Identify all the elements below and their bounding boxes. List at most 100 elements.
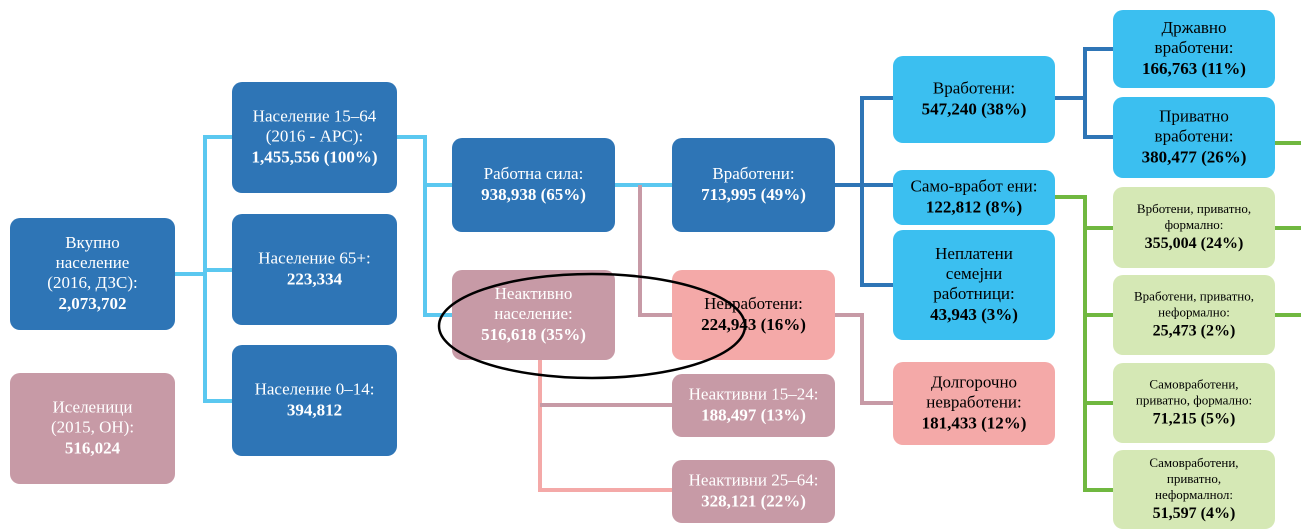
node-label: вработени: <box>1155 126 1234 145</box>
node-box <box>10 373 175 484</box>
connector <box>397 135 452 187</box>
node: Врботени, приватно,формално: 355,004 (24%… <box>1113 187 1275 268</box>
node-label: приватно, формално: <box>1136 392 1252 407</box>
node-label: Население 65+: <box>258 248 370 267</box>
node-value: 547,240 (38%) <box>922 99 1027 118</box>
node-label: Вкупно <box>65 233 120 252</box>
node-box <box>1113 450 1275 529</box>
node-label: Вработени: <box>933 78 1015 97</box>
node-value: 1,455,556 (100%) <box>251 147 377 166</box>
node-value: 328,121 (22%) <box>701 491 806 510</box>
node-value: 223,334 <box>287 269 343 288</box>
node-value: 43,943 (3%) <box>930 305 1018 324</box>
node-label: приватно, <box>1167 471 1221 486</box>
node-box <box>672 374 835 437</box>
node-box <box>893 362 1055 445</box>
node-value: 181,433 (12%) <box>922 413 1027 432</box>
node-box <box>893 170 1055 225</box>
node-label: Државно <box>1161 18 1226 37</box>
node: Невработени: 224,943 (16%) <box>672 270 835 360</box>
node-value: 380,477 (26%) <box>1142 147 1247 166</box>
node-label: Невработени: <box>704 294 803 313</box>
node-box <box>893 56 1055 143</box>
connector <box>860 96 893 287</box>
node-label: (2016, ДЗС): <box>47 273 137 292</box>
node-value: 122,812 (8%) <box>926 197 1022 216</box>
node-value: 355,004 (24%) <box>1145 235 1244 252</box>
node-label: Самовработени, <box>1149 376 1238 391</box>
connector <box>538 360 672 492</box>
node-value: 516,024 <box>65 438 121 457</box>
node-label: Приватно <box>1159 106 1229 125</box>
node-box <box>672 138 835 232</box>
node-label: семејни <box>946 264 1003 283</box>
node: Иселеници(2015, ОН): 516,024 <box>10 373 175 484</box>
node-label: население <box>56 253 130 272</box>
node: Неактивни 25–64: 328,121 (22%) <box>672 460 835 523</box>
node-box <box>452 138 615 232</box>
node-box <box>232 345 397 456</box>
node: Вработени, приватно,неформално: 25,473 (2… <box>1113 275 1275 355</box>
node-box <box>1113 187 1275 268</box>
node-value: 188,497 (13%) <box>701 405 806 424</box>
node: Население 0–14: 394,812 <box>232 345 397 456</box>
node: Население 15–64(2016 - АРС): 1,455,556 (1… <box>232 82 397 193</box>
node-box <box>672 460 835 523</box>
node-label: Неактивно <box>495 284 573 303</box>
node-label: Неактивни 25–64: <box>689 470 819 489</box>
node-label: Население 0–14: <box>255 379 375 398</box>
node-box <box>1113 275 1275 355</box>
node-label: Долгорочно <box>931 372 1017 391</box>
node-label: вработени: <box>1155 38 1234 57</box>
node-label: неформално: <box>1158 304 1230 319</box>
connector <box>423 185 452 317</box>
node: Самовработени,приватно,неформалнол: 51,59… <box>1113 450 1275 529</box>
connectors <box>175 47 1301 492</box>
node-label: население: <box>494 304 572 323</box>
node-box <box>10 218 175 330</box>
node-value: 938,938 (65%) <box>481 185 586 204</box>
node-label: (2016 - АРС): <box>266 126 363 145</box>
node-label: Работна сила: <box>484 164 584 183</box>
node-box <box>452 270 615 360</box>
node-label: работници: <box>933 284 1015 303</box>
node-box <box>893 230 1055 340</box>
node-box <box>1113 10 1275 88</box>
node-value: 516,618 (35%) <box>481 325 586 344</box>
node: Работна сила: 938,938 (65%) <box>452 138 615 232</box>
node-box <box>232 82 397 193</box>
node-label: невработени: <box>926 392 1022 411</box>
node-label: Вработени: <box>712 164 794 183</box>
node: Население 65+: 223,334 <box>232 214 397 325</box>
node-label: Население 15–64 <box>253 106 377 125</box>
connector <box>1055 47 1113 100</box>
node: Вработени: 713,995 (49%) <box>672 138 835 232</box>
node: Самовработени,приватно, формално: 71,215 … <box>1113 363 1275 443</box>
node-label: Иселеници <box>53 397 133 416</box>
node-value: 2,073,702 <box>59 294 127 313</box>
node-box <box>1113 97 1275 178</box>
connector <box>835 313 893 405</box>
node-label: Неплатени <box>935 244 1013 263</box>
node-value: 166,763 (11%) <box>1142 59 1246 78</box>
highlight-ellipse <box>437 272 747 380</box>
node-value: 25,473 (2%) <box>1153 323 1236 340</box>
node-value: 224,943 (16%) <box>701 315 806 334</box>
node-box <box>672 270 835 360</box>
node-label: неформалнол: <box>1155 487 1233 502</box>
node-value: 394,812 <box>287 400 342 419</box>
node-box <box>232 214 397 325</box>
node-value: 713,995 (49%) <box>701 185 806 204</box>
node: Вработени: 547,240 (38%) <box>893 56 1055 143</box>
node: Неактивни 15–24: 188,497 (13%) <box>672 374 835 437</box>
node-label: Самовработени, <box>1149 455 1238 470</box>
node-label: (2015, ОН): <box>51 417 134 436</box>
